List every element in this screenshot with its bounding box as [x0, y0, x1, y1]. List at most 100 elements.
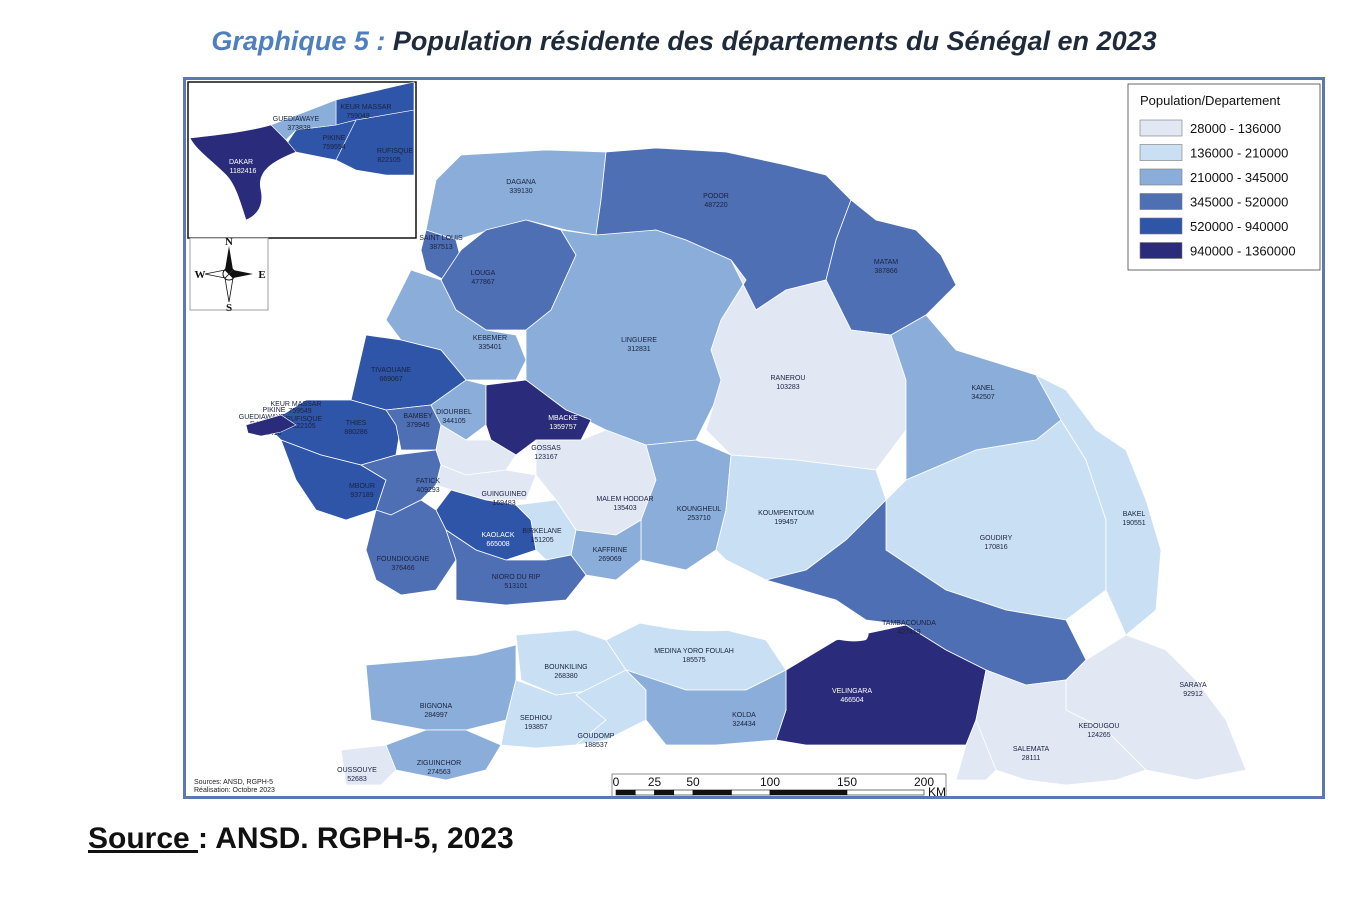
legend-label-4: 345000 - 520000: [1190, 195, 1288, 210]
label-tambacounda-name: TAMBACOUNDA: [882, 620, 936, 627]
label-kanel-pop: 342507: [971, 394, 994, 401]
region-kolda[interactable]: [625, 669, 787, 746]
dakar-peninsula-mainland[interactable]: [245, 414, 297, 437]
label-birkelane-pop: 151205: [530, 537, 553, 544]
label-layer: DAGANA 339130 PODOR 487220 MATAM 387866 …: [239, 179, 1207, 783]
inset-label-dakar-pop: 1182416: [230, 168, 257, 175]
scale-segment: [615, 789, 636, 796]
region-kaffrine[interactable]: [555, 499, 642, 581]
label-malem-hoddar-pop: 135403: [613, 505, 636, 512]
scale-tick-label: 25: [648, 775, 662, 789]
map-title: Graphique 5 : Population résidente des d…: [0, 26, 1368, 57]
label-sedhiou-pop: 193857: [524, 724, 547, 731]
label-gossas-name: GOSSAS: [531, 445, 561, 452]
label-bambey-name: BAMBEY: [403, 413, 433, 420]
label-mbour-pop: 937189: [350, 492, 373, 499]
legend-title: Population/Departement: [1140, 93, 1281, 108]
label-nioro-pop: 513101: [504, 583, 527, 590]
legend-swatch-6: [1139, 242, 1183, 259]
label-linguere-pop: 312831: [627, 346, 650, 353]
label-podor-name: PODOR: [703, 193, 729, 200]
label-kedougou-pop: 124265: [1087, 732, 1110, 739]
region-salemata[interactable]: [955, 718, 997, 781]
label-kebemer-name: KEBEMER: [473, 335, 507, 342]
label-ranerou-name: RANEROU: [770, 375, 805, 382]
label-salemata-name: SALEMATA: [1013, 746, 1050, 753]
label-bakel-name: BAKEL: [1123, 511, 1146, 518]
region-oussouye[interactable]: [340, 744, 397, 786]
inset-label-rufisque-name: RUFISQUE: [377, 148, 414, 155]
label-matam-name: MATAM: [874, 259, 898, 266]
region-nioro[interactable]: [445, 529, 587, 606]
label-linguere-name: LINGUERE: [621, 337, 657, 344]
label-goudomp-name: GOUDOMP: [578, 733, 615, 740]
scale-unit: KM: [928, 785, 946, 796]
region-kebemer[interactable]: [385, 269, 527, 381]
label-birkelane-name: BIRKELANE: [522, 528, 562, 535]
label-tivaouane-name: TIVAOUANE: [371, 367, 411, 374]
region-bakel[interactable]: [1035, 374, 1162, 636]
inset-label-keur-massar-name: KEUR MASSAR: [341, 104, 392, 111]
scale-segment: [654, 789, 675, 796]
region-ziguinchor[interactable]: [385, 729, 502, 781]
label-saraya-name: SARAYA: [1179, 682, 1207, 689]
scale-tick-label: 0: [613, 775, 620, 789]
label-mainland-keur-massar: KEUR MASSAR: [271, 401, 322, 408]
scale-segment: [731, 789, 771, 796]
credits-line2: Réalisation: Octobre 2023: [194, 787, 275, 794]
label-podor-pop: 487220: [704, 202, 727, 209]
label-kaffrine-name: KAFFRINE: [593, 547, 628, 554]
label-mainland-rufisque-val: 822105: [292, 423, 315, 430]
region-fatick[interactable]: [360, 449, 442, 516]
compass-n: N: [225, 236, 233, 248]
label-kaolack-pop: 665008: [486, 541, 509, 548]
map-frame: DAGANA 339130 PODOR 487220 MATAM 387866 …: [183, 77, 1325, 799]
label-fatick-pop: 409293: [416, 487, 439, 494]
label-saraya-pop: 92912: [1183, 691, 1203, 698]
label-oussouye-name: OUSSOUYE: [337, 767, 377, 774]
label-sedhiou-name: SEDHIOU: [520, 715, 552, 722]
compass-w: W: [195, 269, 206, 281]
label-dagana-name: DAGANA: [506, 179, 536, 186]
region-koungheul[interactable]: [640, 439, 732, 571]
label-dagana-pop: 339130: [509, 188, 532, 195]
label-guinguineo-pop: 169483: [492, 500, 515, 507]
inset-label-pikine-name: PIKINE: [323, 135, 346, 142]
label-goudomp-pop: 188537: [584, 742, 607, 749]
region-linguere[interactable]: [525, 229, 747, 446]
source-label: Source: [88, 822, 199, 855]
legend-label-3: 210000 - 345000: [1190, 170, 1288, 185]
title-main: Population résidente des départements du…: [385, 26, 1157, 56]
label-saint-louis-pop: 387513: [429, 244, 452, 251]
scale-tick-label: 100: [760, 775, 780, 789]
label-thies-name: THIES: [346, 420, 367, 427]
label-bounkiling-pop: 268380: [554, 673, 577, 680]
label-kaffrine-pop: 269069: [598, 556, 621, 563]
label-goudiry-pop: 170816: [984, 544, 1007, 551]
label-kedougou-name: KEDOUGOU: [1079, 723, 1120, 730]
source-line: Source : ANSD. RGPH-5, 2023: [88, 822, 514, 856]
scale-ticks: 0 25 50 100 150 200: [613, 775, 935, 789]
label-mbacke-pop: 1359757: [549, 424, 576, 431]
label-kebemer-pop: 335401: [478, 344, 501, 351]
label-ranerou-pop: 103283: [776, 384, 799, 391]
label-medina-yoro-foulah-name: MEDINA YORO FOULAH: [654, 648, 734, 655]
label-nioro-name: NIORO DU RIP: [492, 574, 541, 581]
compass-s: S: [226, 302, 232, 314]
region-kedougou[interactable]: [975, 669, 1147, 786]
inset-dakar[interactable]: [189, 124, 297, 221]
label-salemata-pop: 28111: [1022, 755, 1041, 762]
legend-items: 28000 - 136000 136000 - 210000 210000 - 34…: [1139, 119, 1296, 259]
label-diourbel-name: DIOURBEL: [436, 409, 472, 416]
legend-label-2: 136000 - 210000: [1190, 146, 1288, 161]
region-thies[interactable]: [265, 399, 402, 466]
label-velingara-pop: 466504: [840, 697, 863, 704]
label-thies-pop: 880286: [344, 429, 367, 436]
label-bignona-name: BIGNONA: [420, 703, 453, 710]
inset-label-pikine-pop: 759554: [322, 144, 345, 151]
label-medina-yoro-foulah-pop: 185575: [682, 657, 705, 664]
region-guinguineo[interactable]: [435, 464, 537, 501]
label-kolda-name: KOLDA: [732, 712, 756, 719]
label-diourbel-pop: 344105: [442, 418, 465, 425]
legend: Population/Departement 28000 - 136000 136…: [1127, 83, 1321, 271]
